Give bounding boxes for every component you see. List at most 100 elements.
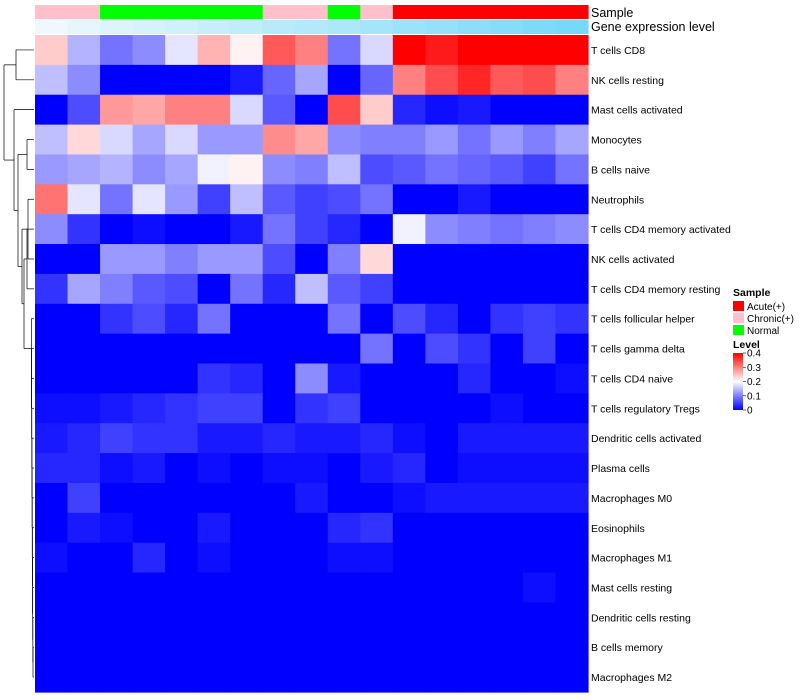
heatmap-cell [457,632,492,663]
row-label: B cells naive [591,164,650,176]
heatmap-cell [230,423,264,454]
heatmap-cell [132,602,166,633]
heatmap-cell [262,184,296,215]
heatmap-cell [457,572,492,604]
heatmap-cell [392,64,426,96]
heatmap-cell [197,453,231,484]
heatmap-cell [230,662,264,693]
sample-annotation-cell [67,5,101,19]
heatmap-cell [360,124,394,156]
expression-annotation-cell [100,20,134,34]
heatmap-cell [392,662,426,693]
heatmap-cell [132,64,166,96]
legend-level-title: Level [733,339,760,351]
heatmap-cell [230,124,264,156]
heatmap-cell [490,64,524,96]
heatmap-cell [327,154,361,185]
heatmap-cell [132,542,166,574]
heatmap-cell [490,393,524,424]
heatmap-cell [522,572,557,604]
heatmap-cell [100,35,134,66]
heatmap-cell [295,393,329,424]
heatmap-cell [522,453,557,484]
heatmap-cell [425,35,459,66]
heatmap-cell [35,602,69,633]
heatmap-cell [425,632,459,663]
heatmap-cell [360,572,394,604]
expression-annotation-cell [555,20,589,34]
heatmap-cell [457,124,492,156]
heatmap-cell [457,662,492,693]
heatmap-cell [230,303,264,335]
heatmap-cell [67,184,101,215]
heatmap-cell [35,214,69,245]
heatmap-cell [262,64,296,96]
row-label: Mast cells resting [591,582,672,594]
heatmap-cell [230,273,264,305]
heatmap-cell [327,423,361,454]
heatmap-cell [262,154,296,185]
heatmap-cell [392,303,426,335]
heatmap-cell [262,214,296,245]
heatmap-cell [230,512,264,544]
heatmap-cell [100,662,134,693]
heatmap-cell [197,244,231,275]
heatmap-cell [522,94,557,126]
sample-annotation-cell [230,5,264,19]
heatmap-cell [230,602,264,633]
heatmap-cell [522,662,557,693]
heatmap-cell [197,542,231,574]
heatmap-cell [197,363,231,394]
heatmap-cell [457,482,492,514]
heatmap-cell [165,64,199,96]
legend-swatch [733,313,744,323]
expression-annotation-cell [262,20,296,34]
heatmap-cell [165,512,199,544]
heatmap-cell [230,542,264,574]
heatmap-cell [197,303,231,335]
heatmap-cell [132,512,166,544]
heatmap-cell [35,35,69,66]
heatmap-cell [392,363,426,394]
row-labels: T cells CD8 NK cells resting Mast cells ac… [591,45,731,684]
legend-swatch [733,301,744,311]
heatmap-cell [490,303,524,335]
heatmap-cell [295,602,329,633]
heatmap-cell [392,453,426,484]
heatmap-cell [457,333,492,365]
heatmap-cell [295,124,329,156]
heatmap-cell [67,393,101,424]
heatmap-cell [35,393,69,424]
heatmap-cell [392,512,426,544]
heatmap-cell [425,572,459,604]
heatmap-cell [295,423,329,454]
heatmap-cell [360,244,394,275]
heatmap-cell [392,35,426,66]
heatmap-cell [392,184,426,215]
heatmap-cell [295,662,329,693]
heatmap-cell [360,35,394,66]
heatmap-cell [230,94,264,126]
heatmap-cell [522,512,557,544]
heatmap-cell [100,363,134,394]
heatmap-cell [230,393,264,424]
heatmap-cell [100,572,134,604]
heatmap-cell [360,602,394,633]
heatmap-cell [457,423,492,454]
heatmap-cell [67,662,101,693]
heatmap-cell [490,35,524,66]
legend: Sample Acute(+)Chronic(+)Normal Level 0.… [733,287,794,417]
heatmap-cell [327,94,361,126]
heatmap-cell [555,244,589,275]
heatmap-cell [100,303,134,335]
heatmap-cell [67,333,101,365]
heatmap-cell [327,184,361,215]
heatmap-cell [197,94,231,126]
heatmap-cell [165,94,199,126]
heatmap-cell [132,453,166,484]
legend-sample-title: Sample [733,287,771,299]
heatmap-cell [262,35,296,66]
heatmap-cell [165,423,199,454]
heatmap-cell [490,363,524,394]
heatmap-cell [425,333,459,365]
